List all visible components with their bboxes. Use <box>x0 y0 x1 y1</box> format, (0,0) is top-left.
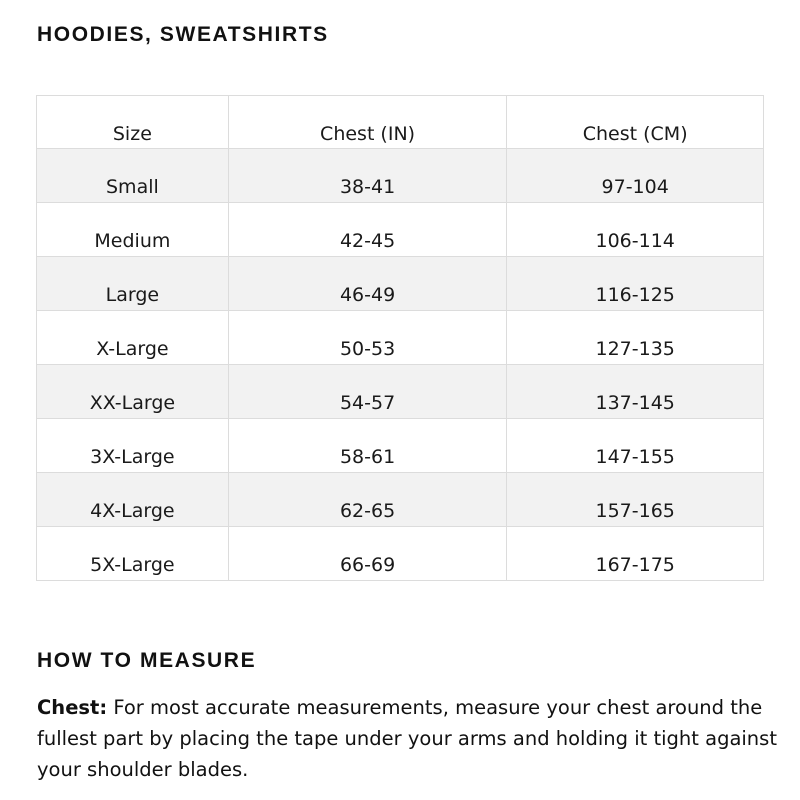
cell-chest-cm: 106-114 <box>506 202 764 257</box>
cell-chest-in: 66-69 <box>227 526 508 581</box>
cell-chest-in: 58-61 <box>227 418 508 473</box>
table-row: 3X-Large 58-61 147-155 <box>36 418 764 473</box>
cell-chest-in: 46-49 <box>227 256 508 311</box>
cell-size: Small <box>36 148 229 203</box>
table-row: Medium 42-45 106-114 <box>36 202 764 257</box>
section-title: HOW TO MEASURE <box>37 649 257 672</box>
table-row: Small 38-41 97-104 <box>36 148 764 203</box>
cell-chest-cm: 127-135 <box>506 310 764 365</box>
cell-chest-in: 62-65 <box>227 472 508 527</box>
cell-size: 3X-Large <box>36 418 229 473</box>
cell-size: 5X-Large <box>36 526 229 581</box>
cell-chest-cm: 137-145 <box>506 364 764 419</box>
table-row: 5X-Large 66-69 167-175 <box>36 526 764 581</box>
measure-text: For most accurate measurements, measure … <box>37 696 777 781</box>
cell-chest-in: 38-41 <box>227 148 508 203</box>
measure-instructions: Chest: For most accurate measurements, m… <box>37 692 777 785</box>
header-chest-cm: Chest (CM) <box>506 95 764 149</box>
cell-chest-cm: 97-104 <box>506 148 764 203</box>
table-row: XX-Large 54-57 137-145 <box>36 364 764 419</box>
cell-size: X-Large <box>36 310 229 365</box>
header-chest-in: Chest (IN) <box>227 95 508 149</box>
cell-size: Large <box>36 256 229 311</box>
cell-chest-cm: 167-175 <box>506 526 764 581</box>
table-header-row: Size Chest (IN) Chest (CM) <box>36 95 764 149</box>
size-chart-table: Size Chest (IN) Chest (CM) Small 38-41 97-… <box>36 95 764 581</box>
cell-chest-in: 42-45 <box>227 202 508 257</box>
cell-chest-cm: 147-155 <box>506 418 764 473</box>
cell-chest-in: 50-53 <box>227 310 508 365</box>
table-row: X-Large 50-53 127-135 <box>36 310 764 365</box>
header-size: Size <box>36 95 229 149</box>
cell-chest-cm: 116-125 <box>506 256 764 311</box>
page-title: HOODIES, SWEATSHIRTS <box>37 23 329 46</box>
cell-size: Medium <box>36 202 229 257</box>
cell-chest-in: 54-57 <box>227 364 508 419</box>
cell-size: 4X-Large <box>36 472 229 527</box>
table-row: 4X-Large 62-65 157-165 <box>36 472 764 527</box>
measure-label: Chest: <box>37 696 108 719</box>
cell-size: XX-Large <box>36 364 229 419</box>
table-row: Large 46-49 116-125 <box>36 256 764 311</box>
cell-chest-cm: 157-165 <box>506 472 764 527</box>
